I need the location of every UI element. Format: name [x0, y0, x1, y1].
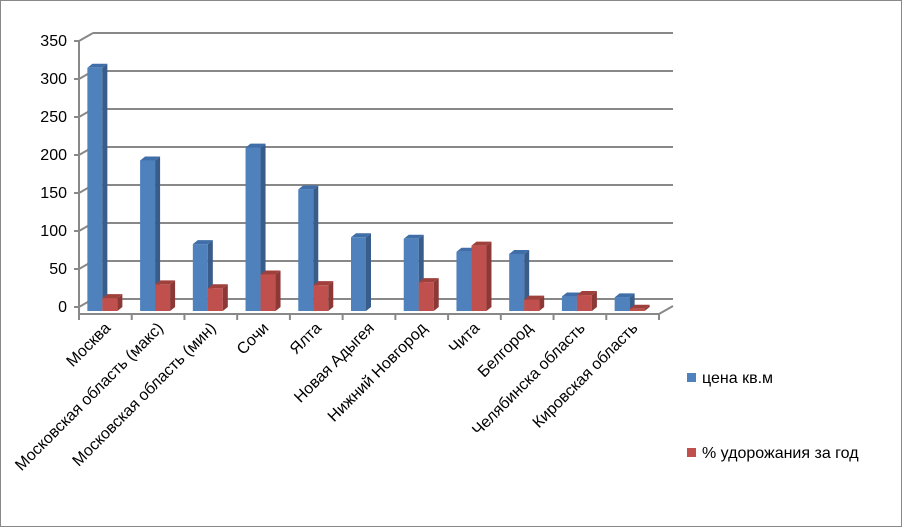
x-tick-label: Сочи [234, 320, 272, 358]
bar-side [313, 185, 319, 311]
bar [298, 189, 314, 311]
bar [403, 238, 419, 311]
bar-side [102, 63, 108, 311]
x-tick-label: Ялта [287, 320, 325, 358]
bar-side [260, 143, 266, 311]
bar-side [644, 304, 650, 311]
x-tick-label: Москва [64, 320, 115, 371]
y-tick-label: 150 [40, 185, 67, 202]
bar-side [155, 156, 161, 311]
bar [207, 288, 223, 311]
bar [576, 295, 592, 311]
bar-top [298, 185, 319, 190]
x-tick-label: Чита [446, 320, 483, 357]
bar-side [222, 284, 228, 311]
bar [471, 245, 487, 311]
bar [456, 251, 472, 311]
bar-top [403, 234, 424, 239]
y-tick-label: 0 [58, 299, 67, 316]
bar [245, 147, 261, 311]
bar-side [275, 270, 281, 311]
bar-top [260, 270, 281, 275]
bar-top [629, 304, 650, 309]
legend-swatch [687, 373, 696, 382]
x-tick-label: Нижний Новгород [325, 319, 431, 425]
bar-top [418, 278, 439, 283]
bar [313, 285, 329, 311]
legend-label: цена кв.м [702, 370, 773, 387]
bar-top [524, 295, 545, 300]
gridline-side [78, 32, 94, 42]
bar-top [140, 156, 161, 161]
bar-side [170, 280, 176, 311]
bar-side [539, 295, 545, 311]
bar-top [192, 240, 213, 245]
bar [614, 297, 630, 311]
legend-swatch [687, 448, 696, 457]
bar-top [207, 284, 228, 289]
bar [192, 244, 208, 311]
bar [524, 299, 540, 311]
bar-side [486, 241, 492, 311]
legend-label: % удорожания за год [702, 445, 859, 462]
bar [87, 67, 103, 311]
bar-top [102, 294, 123, 299]
bar-top [576, 291, 597, 296]
y-tick-label: 350 [40, 33, 67, 50]
y-tick-label: 250 [40, 109, 67, 126]
bar-top [351, 233, 371, 238]
bar-top [313, 281, 334, 286]
bar-top [471, 241, 492, 246]
bar [351, 237, 366, 311]
bar [418, 282, 434, 311]
bar [561, 296, 577, 311]
y-tick-label: 300 [40, 71, 67, 88]
bar-top [509, 250, 530, 254]
bar-side [366, 233, 371, 311]
bar [140, 160, 156, 311]
bar [155, 284, 171, 311]
y-tick-label: 100 [40, 223, 67, 240]
bar-side [117, 294, 123, 311]
x-tick-label: Кировская область [530, 320, 642, 432]
bar-top [87, 63, 108, 68]
y-tick-label: 200 [40, 147, 67, 164]
bar [629, 308, 645, 311]
bar-side [433, 278, 439, 311]
bar-side [328, 281, 334, 311]
y-tick-label: 50 [49, 261, 67, 278]
bar-top [614, 293, 635, 298]
bar-side [524, 250, 530, 311]
bar [509, 254, 525, 311]
bar-side [591, 291, 597, 311]
bar-top [245, 143, 266, 148]
bar [102, 298, 118, 311]
bar [260, 274, 276, 311]
bar-top [155, 280, 176, 285]
